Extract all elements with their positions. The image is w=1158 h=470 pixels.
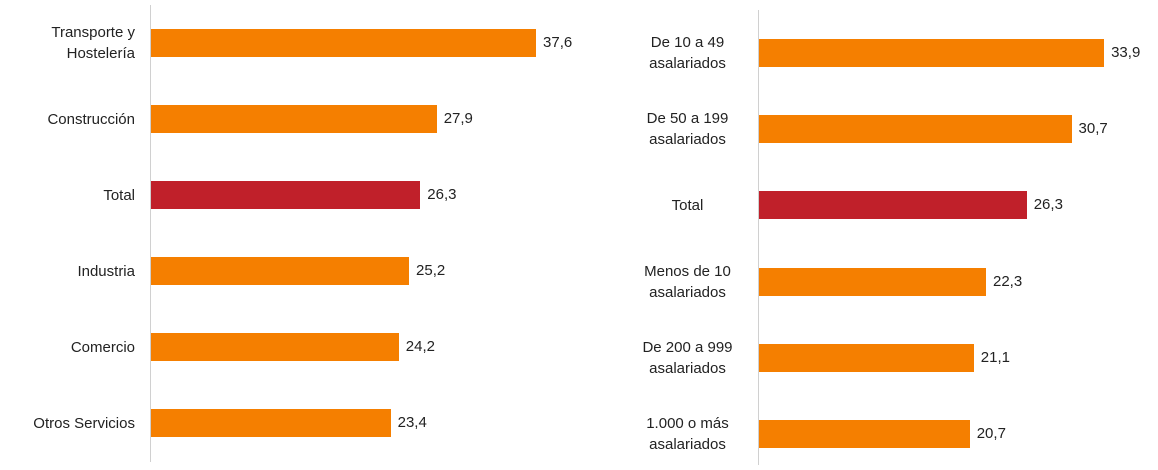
axis-line [758, 10, 759, 465]
bar [759, 115, 1072, 144]
value-label: 26,3 [1033, 196, 1063, 214]
category-label: Total [103, 186, 135, 204]
axis-line [150, 5, 151, 462]
value-label: 33,9 [1111, 44, 1141, 61]
category-label: 1.000 o más asalariados [646, 415, 729, 453]
category-label: Otros Servicios [33, 414, 135, 432]
bar [759, 343, 974, 372]
category-label: Comercio [70, 338, 135, 356]
value-label: 24,2 [405, 338, 435, 355]
category-label: Construcción [47, 110, 135, 128]
bar [759, 267, 986, 296]
value-label: 23,4 [397, 414, 427, 431]
value-label: 21,1 [980, 348, 1010, 366]
category-label: Transporte y Hostelería [51, 24, 135, 62]
value-label: 27,9 [443, 110, 473, 127]
category-label: Menos de 10 asalariados [644, 262, 731, 301]
bar [151, 181, 421, 209]
value-label: 30,7 [1078, 120, 1108, 138]
category-label: De 50 a 199 asalariados [646, 110, 729, 149]
value-label: 37,6 [543, 34, 573, 51]
bar [759, 191, 1027, 220]
bar [151, 257, 410, 285]
value-label: 20,7 [976, 425, 1006, 442]
bar [151, 105, 437, 133]
category-label: Industria [77, 262, 135, 280]
category-label: Total [671, 196, 704, 214]
value-label: 25,2 [416, 262, 446, 279]
bar [151, 29, 537, 57]
bar [151, 333, 399, 361]
value-label: 26,3 [427, 186, 457, 203]
category-label: De 10 a 49 asalariados [649, 34, 726, 72]
bar [759, 39, 1105, 67]
bar [151, 409, 391, 437]
category-label: De 200 a 999 asalariados [642, 338, 733, 377]
bar [759, 420, 970, 448]
value-label: 22,3 [993, 272, 1023, 290]
